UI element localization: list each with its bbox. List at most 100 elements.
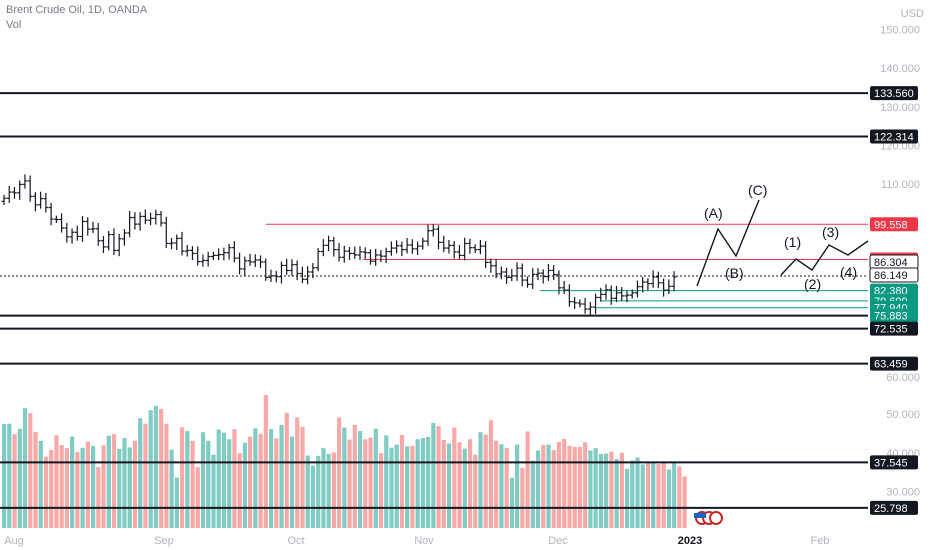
volume-bar (49, 450, 54, 528)
ohlc-bar (504, 267, 509, 284)
ohlc-bar (603, 284, 609, 300)
volume-bar (12, 434, 17, 528)
volume-bar (666, 469, 672, 528)
price-tag-label: 75.883 (874, 311, 908, 323)
ohlc-bar (566, 284, 572, 307)
volume-bar (535, 450, 541, 528)
wave-label: (A) (704, 205, 723, 221)
volume-bar (106, 435, 111, 528)
ohlc-bar (142, 209, 148, 225)
ohlc-bar (509, 268, 515, 282)
ohlc-bar (205, 251, 211, 267)
ohlc-bar (59, 213, 64, 233)
wave-label: (3) (822, 224, 839, 240)
ohlc-bar (551, 265, 557, 281)
ohlc-bar (190, 246, 195, 261)
ohlc-bar (247, 253, 253, 266)
ohlc-bar (310, 263, 316, 279)
ohlc-bar (153, 209, 159, 225)
ohlc-bar (90, 221, 96, 234)
ohlc-bar (661, 278, 667, 297)
ohlc-bar (12, 187, 17, 199)
ohlc-bar (671, 271, 677, 292)
volume-bar (651, 461, 656, 528)
volume-bar (253, 428, 258, 528)
price-tag-box (870, 308, 918, 323)
volume-bar (211, 454, 216, 528)
currency-text: USD (900, 8, 924, 20)
ohlc-bar (289, 259, 295, 276)
volume-bar (525, 431, 530, 528)
ohlc-bar (436, 225, 441, 250)
ohlc-bar (284, 258, 290, 275)
price-tag: 99.558 (870, 217, 918, 232)
ohlc-bar (629, 289, 635, 299)
ohlc-bar (519, 263, 525, 287)
volume-bar (630, 460, 635, 528)
currency-label: USD (901, 4, 924, 22)
ohlc-bar (237, 252, 242, 275)
volume-bar (111, 434, 117, 528)
volume-bar (85, 441, 90, 528)
volume-bar (593, 448, 598, 528)
ohlc-bar (498, 266, 504, 280)
ohlc-bar (137, 212, 143, 231)
volume-tick-label: 50.000 (886, 409, 920, 421)
volume-bar (556, 441, 562, 528)
ohlc-bar (64, 222, 70, 243)
ohlc-bar (320, 239, 326, 257)
ohlc-bar (268, 269, 274, 283)
volume-bar (227, 439, 232, 528)
volume-bar (300, 426, 305, 528)
volume-bar (567, 445, 572, 528)
volume-bar (499, 444, 504, 528)
volume-level-tag-box (870, 500, 918, 515)
volume-bar (394, 444, 399, 528)
volume-bar (90, 445, 96, 528)
ohlc-bar (655, 271, 661, 289)
volume-bar (541, 445, 546, 528)
price-tag: 72.535 (870, 321, 918, 336)
volume-bar (342, 427, 347, 528)
ohlc-bar (263, 258, 269, 281)
volume-bar (138, 418, 143, 528)
volume-bar (352, 424, 357, 528)
logo-ring (709, 511, 723, 525)
volume-bar (159, 408, 164, 528)
ohlc-bar (305, 266, 311, 285)
volume-bar (457, 442, 462, 528)
price-tag: 86.304 (869, 254, 919, 270)
ohlc-bar (111, 228, 117, 256)
wave-label: (C) (748, 182, 767, 198)
impulse-wave-path (780, 240, 869, 276)
volume-bar (316, 455, 321, 528)
volume-bar (473, 454, 478, 528)
volume-bar (562, 438, 567, 528)
ohlc-bar (195, 246, 201, 266)
volume-bar (80, 447, 85, 528)
ohlc-bar (645, 278, 651, 291)
ohlc-bar (514, 262, 520, 281)
price-tag: 133.560 (870, 86, 918, 101)
ohlc-bars (1, 174, 677, 315)
price-tag-box (870, 129, 918, 144)
ohlc-bar (368, 249, 373, 265)
volume-bar (378, 453, 384, 528)
volume-bar (195, 467, 200, 528)
volume-bar (64, 448, 70, 528)
volume-bar (483, 434, 488, 528)
ohlc-bar (6, 185, 12, 203)
volume-bar (284, 412, 289, 528)
ohlc-bar (577, 299, 583, 308)
volume-bar (672, 461, 677, 528)
volume-bar (677, 466, 682, 528)
volume-bar (478, 432, 483, 528)
volume-bar (357, 431, 363, 528)
volume-bar (148, 410, 153, 528)
ohlc-bar (415, 241, 420, 256)
wave-label: (2) (804, 276, 821, 292)
volume-bar (624, 468, 630, 528)
price-tags: 133.560122.31499.55890.43986.30486.14982… (869, 86, 919, 515)
